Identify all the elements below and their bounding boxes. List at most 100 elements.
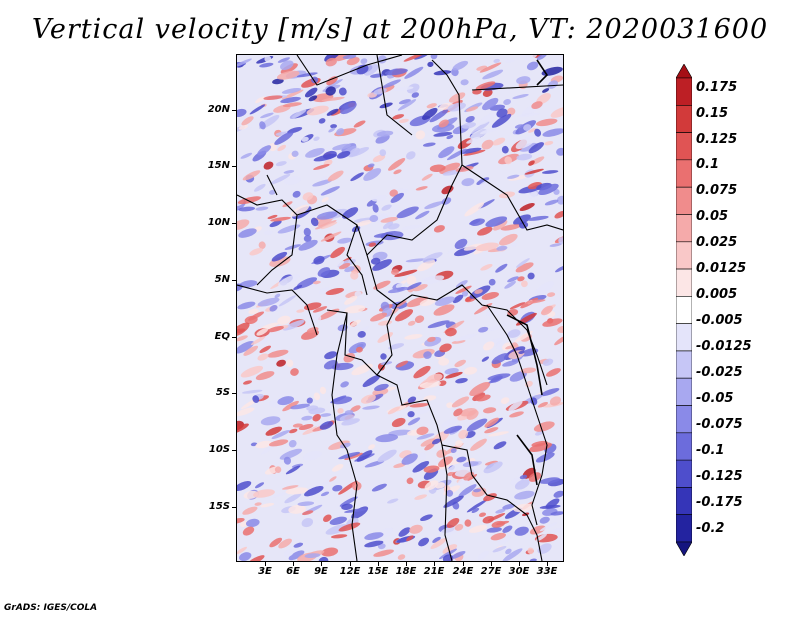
field-cell: [482, 97, 499, 111]
field-cell: [539, 477, 560, 484]
field-cell: [350, 319, 361, 327]
lon-tick: [293, 562, 294, 566]
field-cell: [237, 517, 245, 524]
field-cell: [238, 228, 257, 238]
field-cell: [402, 224, 422, 230]
field-cell: [356, 219, 373, 227]
field-cell: [395, 300, 407, 308]
field-cell: [257, 145, 272, 156]
field-cell: [317, 267, 331, 277]
field-cell: [507, 276, 519, 283]
field-cell: [371, 195, 387, 202]
field-cell: [252, 395, 260, 403]
field-cell: [465, 106, 479, 112]
field-cell: [350, 172, 364, 182]
field-cell: [255, 371, 275, 381]
field-cell: [469, 381, 491, 397]
field-cell: [495, 263, 508, 273]
field-cell: [392, 114, 405, 120]
field-cell: [242, 526, 255, 536]
field-cell: [475, 242, 499, 252]
lon-label-30e: 30E: [508, 566, 530, 577]
field-cell: [502, 503, 515, 510]
lon-label-18e: 18E: [395, 566, 417, 577]
field-cell: [296, 72, 318, 78]
lon-label-9e: 9E: [314, 566, 328, 577]
field-cell: [519, 55, 531, 58]
map-panel[interactable]: [236, 54, 564, 562]
field-cell: [254, 183, 266, 192]
field-cell: [285, 487, 309, 495]
field-cell: [325, 86, 336, 96]
field-cell: [527, 215, 549, 221]
field-cell: [495, 508, 506, 514]
field-cell: [520, 367, 537, 374]
field-cell: [264, 55, 272, 63]
field-cell: [407, 411, 415, 418]
field-cell: [516, 153, 533, 161]
field-cell: [355, 346, 363, 353]
field-cell: [279, 448, 303, 460]
field-cell: [517, 276, 525, 282]
field-cell: [349, 147, 361, 157]
field-cell: [322, 150, 337, 160]
field-cell: [240, 365, 264, 378]
field-cell: [331, 362, 354, 371]
field-cell: [443, 495, 464, 508]
field-cell: [318, 287, 330, 294]
colorbar-label: -0.075: [696, 417, 743, 432]
field-cell: [478, 112, 496, 125]
field-cell: [407, 396, 417, 404]
field-cell: [539, 516, 550, 524]
field-cell: [466, 136, 481, 144]
field-cell: [484, 417, 499, 428]
field-cell: [270, 173, 291, 185]
field-cell: [286, 359, 294, 368]
field-cell: [332, 143, 352, 151]
field-cell: [259, 62, 274, 68]
field-cell: [454, 238, 468, 250]
field-cell: [547, 80, 558, 89]
field-cell: [394, 269, 418, 277]
field-cell: [339, 496, 358, 507]
field-cell: [531, 440, 548, 447]
field-cell: [414, 494, 428, 500]
field-cell: [321, 197, 329, 203]
field-cell: [313, 255, 325, 265]
field-cell: [556, 195, 563, 205]
field-cell: [338, 262, 351, 270]
field-cell: [330, 124, 337, 129]
field-cell: [415, 130, 426, 140]
field-cell: [550, 527, 563, 534]
field-cell: [416, 433, 435, 440]
colorbar-bin: [676, 159, 692, 188]
field-cell: [486, 527, 502, 533]
field-cell: [283, 170, 295, 174]
field-cell: [278, 538, 292, 549]
vertical-velocity-field: [237, 55, 563, 561]
field-cell: [372, 154, 386, 163]
colorbar: [676, 64, 692, 556]
lat-tick: [232, 223, 236, 224]
colorbar-bin: [676, 77, 692, 106]
field-cell: [357, 331, 366, 338]
field-cell: [484, 427, 499, 434]
field-cell: [320, 231, 342, 242]
field-cell: [491, 113, 512, 128]
field-cell: [314, 220, 337, 230]
field-cell: [429, 109, 449, 123]
field-cell: [312, 306, 328, 313]
colorbar-bin: [676, 186, 692, 215]
field-cell: [421, 173, 433, 181]
field-cell: [527, 547, 534, 555]
field-cell: [336, 150, 351, 159]
colorbar-label: 0.05: [696, 209, 729, 224]
field-cell: [545, 368, 561, 377]
field-cell: [505, 548, 512, 555]
field-cell: [313, 392, 321, 401]
colorbar-bin: [676, 132, 692, 161]
field-cell: [373, 280, 391, 290]
field-cell: [488, 278, 496, 286]
field-cell: [237, 219, 250, 230]
field-cell: [237, 335, 248, 342]
